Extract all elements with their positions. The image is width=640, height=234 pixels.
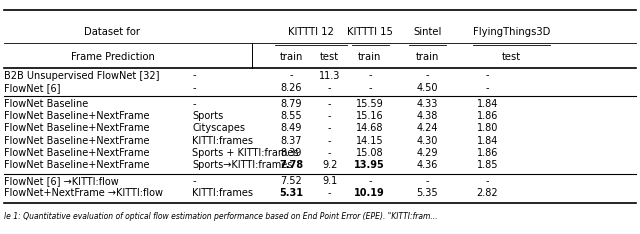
Text: 4.50: 4.50: [417, 83, 438, 93]
Text: 9.1: 9.1: [322, 176, 337, 186]
Text: 8.79: 8.79: [280, 99, 302, 109]
Text: -: -: [192, 83, 196, 93]
Text: train: train: [358, 51, 381, 62]
Text: -: -: [368, 176, 372, 186]
Text: Frame Prediction: Frame Prediction: [70, 51, 154, 62]
Text: FlowNet Baseline: FlowNet Baseline: [4, 99, 88, 109]
Text: KITTI:frames: KITTI:frames: [192, 136, 253, 146]
Text: -: -: [328, 83, 332, 93]
Text: 4.30: 4.30: [417, 136, 438, 146]
Text: 15.16: 15.16: [356, 111, 383, 121]
Text: -: -: [192, 176, 196, 186]
Text: 5.31: 5.31: [279, 189, 303, 198]
Text: 1.80: 1.80: [477, 123, 498, 133]
Text: 4.33: 4.33: [417, 99, 438, 109]
Text: test: test: [320, 51, 339, 62]
Text: 1.86: 1.86: [477, 148, 498, 158]
Text: Sports + KITTI:frames: Sports + KITTI:frames: [192, 148, 299, 158]
Text: FlowNet Baseline+NextFrame: FlowNet Baseline+NextFrame: [4, 136, 149, 146]
Text: 15.59: 15.59: [356, 99, 384, 109]
Text: test: test: [502, 51, 521, 62]
Text: 8.26: 8.26: [280, 83, 302, 93]
Text: FlowNet Baseline+NextFrame: FlowNet Baseline+NextFrame: [4, 123, 149, 133]
Text: -: -: [426, 70, 429, 80]
Text: Sports→KITTI:frames: Sports→KITTI:frames: [192, 160, 292, 170]
Text: -: -: [426, 176, 429, 186]
Text: KITTI:frames: KITTI:frames: [192, 189, 253, 198]
Text: -: -: [486, 83, 489, 93]
Text: -: -: [486, 70, 489, 80]
Text: Sports: Sports: [192, 111, 223, 121]
Text: 7.78: 7.78: [279, 160, 303, 170]
Text: -: -: [486, 176, 489, 186]
Text: 1.86: 1.86: [477, 111, 498, 121]
Text: 4.29: 4.29: [417, 148, 438, 158]
Text: 8.37: 8.37: [280, 136, 302, 146]
Text: -: -: [192, 70, 196, 80]
Text: FlyingThings3D: FlyingThings3D: [473, 27, 550, 37]
Text: 13.95: 13.95: [355, 160, 385, 170]
Text: 1.84: 1.84: [477, 136, 498, 146]
Text: 14.15: 14.15: [356, 136, 383, 146]
Text: 2.82: 2.82: [477, 189, 498, 198]
Text: train: train: [415, 51, 439, 62]
Text: 1.85: 1.85: [477, 160, 498, 170]
Text: -: -: [328, 99, 332, 109]
Text: B2B Unsupervised FlowNet [32]: B2B Unsupervised FlowNet [32]: [4, 70, 159, 80]
Text: 4.36: 4.36: [417, 160, 438, 170]
Text: 10.19: 10.19: [355, 189, 385, 198]
Text: 9.2: 9.2: [322, 160, 337, 170]
Text: 15.08: 15.08: [356, 148, 383, 158]
Text: 1.84: 1.84: [477, 99, 498, 109]
Text: 4.24: 4.24: [417, 123, 438, 133]
Text: le 1: Quantitative evaluation of optical flow estimation performance based on En: le 1: Quantitative evaluation of optical…: [4, 212, 437, 221]
Text: 4.38: 4.38: [417, 111, 438, 121]
Text: 7.52: 7.52: [280, 176, 302, 186]
Text: KITTTI 12: KITTTI 12: [288, 27, 334, 37]
Text: -: -: [289, 70, 293, 80]
Text: train: train: [280, 51, 303, 62]
Text: -: -: [192, 99, 196, 109]
Text: FlowNet [6]: FlowNet [6]: [4, 83, 60, 93]
Text: 8.55: 8.55: [280, 111, 302, 121]
Text: Dataset for: Dataset for: [84, 27, 140, 37]
Text: 8.39: 8.39: [280, 148, 302, 158]
Text: Sintel: Sintel: [413, 27, 442, 37]
Text: Cityscapes: Cityscapes: [192, 123, 245, 133]
Text: -: -: [328, 111, 332, 121]
Text: FlowNet [6] →KITTI:flow: FlowNet [6] →KITTI:flow: [4, 176, 118, 186]
Text: 5.35: 5.35: [417, 189, 438, 198]
Text: -: -: [328, 189, 332, 198]
Text: KITTTI 15: KITTTI 15: [347, 27, 393, 37]
Text: FlowNet+NextFrame →KITTI:flow: FlowNet+NextFrame →KITTI:flow: [4, 189, 163, 198]
Text: -: -: [368, 70, 372, 80]
Text: -: -: [368, 83, 372, 93]
Text: FlowNet Baseline+NextFrame: FlowNet Baseline+NextFrame: [4, 148, 149, 158]
Text: 8.49: 8.49: [280, 123, 302, 133]
Text: FlowNet Baseline+NextFrame: FlowNet Baseline+NextFrame: [4, 111, 149, 121]
Text: -: -: [328, 148, 332, 158]
Text: 11.3: 11.3: [319, 70, 340, 80]
Text: 14.68: 14.68: [356, 123, 383, 133]
Text: FlowNet Baseline+NextFrame: FlowNet Baseline+NextFrame: [4, 160, 149, 170]
Text: -: -: [328, 123, 332, 133]
Text: -: -: [328, 136, 332, 146]
